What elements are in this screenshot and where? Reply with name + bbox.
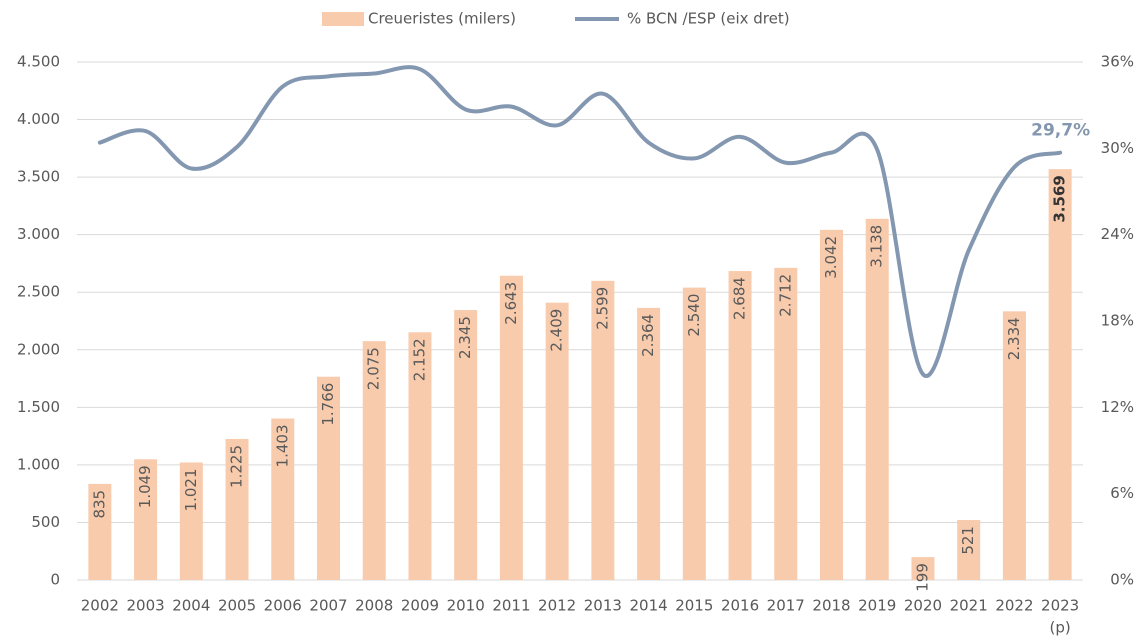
- bar: [408, 332, 432, 580]
- bar: [499, 275, 523, 580]
- y-tick-label: 0: [50, 571, 60, 589]
- bar: [88, 483, 112, 580]
- data-label: 2.152: [410, 338, 428, 381]
- x-tick-label: 2009: [401, 597, 439, 615]
- bar: [134, 459, 158, 580]
- bar: [774, 267, 798, 580]
- y2-tick-label: 12%: [1101, 398, 1134, 416]
- data-label: 2.684: [731, 277, 749, 320]
- data-label: 2.345: [456, 316, 474, 359]
- data-label: 2.409: [548, 309, 566, 352]
- bar: [865, 218, 889, 581]
- data-label: 2.364: [639, 314, 657, 357]
- x-tick-label: 2011: [492, 597, 530, 615]
- line: [97, 65, 1063, 379]
- data-label: 2.712: [776, 274, 794, 317]
- x-tick-label: 2010: [447, 597, 485, 615]
- y2-tick-label: 6%: [1110, 484, 1134, 502]
- bar: [637, 307, 661, 580]
- bar: [728, 271, 752, 580]
- data-label: 2.599: [593, 287, 611, 330]
- y-tick-label: 3.500: [17, 168, 60, 186]
- data-label: 1.766: [319, 383, 337, 426]
- y-tick-label: 2.500: [17, 283, 60, 301]
- x-tick-label: 2003: [126, 597, 164, 615]
- bar: [225, 438, 249, 580]
- data-label: 521: [959, 526, 977, 555]
- end-label: 29,7%: [1031, 121, 1090, 141]
- data-label: 835: [90, 490, 108, 519]
- x-tick-label: 2015: [675, 597, 713, 615]
- data-label: 1.403: [273, 424, 291, 467]
- bar: [1048, 169, 1072, 580]
- x-tick-label: 2016: [721, 597, 759, 615]
- bar: [591, 280, 615, 580]
- bar: [820, 229, 843, 580]
- bar: [545, 302, 569, 580]
- data-label: 3.569: [1051, 175, 1069, 222]
- y-tick-label: 500: [31, 513, 60, 531]
- x-tick-label: 2012: [538, 597, 576, 615]
- bar: [317, 376, 340, 580]
- x-tick-label: 2006: [264, 597, 302, 615]
- data-label: 199: [913, 563, 931, 592]
- x-tick-label: 2007: [309, 597, 347, 615]
- x-tick-label: 2019: [858, 597, 896, 615]
- x-tick-label: 2018: [812, 597, 850, 615]
- x-tick-label: 2005: [218, 597, 256, 615]
- data-label: 3.042: [822, 236, 840, 279]
- y-tick-label: 4.500: [17, 53, 60, 71]
- x-tick-note: (p): [1050, 619, 1071, 637]
- bar: [1002, 311, 1026, 580]
- x-tick-label: 2002: [81, 597, 119, 615]
- x-tick-label: 2022: [995, 597, 1033, 615]
- bar: [911, 557, 935, 580]
- bar: [362, 341, 386, 580]
- data-label: 2.334: [1005, 317, 1023, 360]
- data-label: 2.075: [365, 347, 383, 390]
- x-tick-label: 2020: [904, 597, 942, 615]
- data-label: 1.049: [136, 465, 154, 508]
- x-tick-label: 2008: [355, 597, 393, 615]
- y-tick-label: 3.000: [17, 225, 60, 243]
- data-label: 1.225: [228, 445, 246, 488]
- data-label: 2.540: [685, 294, 703, 337]
- bar: [682, 287, 706, 580]
- y2-tick-label: 36%: [1101, 53, 1134, 71]
- x-tick-label: 2014: [629, 597, 667, 615]
- y-tick-label: 1.000: [17, 455, 60, 473]
- x-tick-label: 2023: [1041, 597, 1079, 615]
- bar: [454, 310, 478, 580]
- bar: [271, 418, 295, 580]
- legend-swatch: [322, 12, 364, 26]
- y-tick-label: 1.500: [17, 398, 60, 416]
- legend-label: Creueristes (milers): [368, 10, 516, 28]
- x-tick-label: 2004: [172, 597, 210, 615]
- y2-tick-label: 30%: [1101, 139, 1134, 157]
- data-label: 1.021: [182, 468, 200, 511]
- data-label: 2.643: [502, 282, 520, 325]
- x-tick-label: 2017: [767, 597, 805, 615]
- x-tick-label: 2021: [950, 597, 988, 615]
- bar: [957, 520, 981, 580]
- legend-label: % BCN /ESP (eix dret): [627, 10, 790, 28]
- bar: [179, 462, 203, 580]
- y2-tick-label: 18%: [1101, 312, 1134, 330]
- y-tick-label: 2.000: [17, 340, 60, 358]
- y2-tick-label: 0%: [1110, 571, 1134, 589]
- y-tick-label: 4.000: [17, 110, 60, 128]
- y2-tick-label: 24%: [1101, 225, 1134, 243]
- x-tick-label: 2013: [584, 597, 622, 615]
- data-label: 3.138: [868, 225, 886, 268]
